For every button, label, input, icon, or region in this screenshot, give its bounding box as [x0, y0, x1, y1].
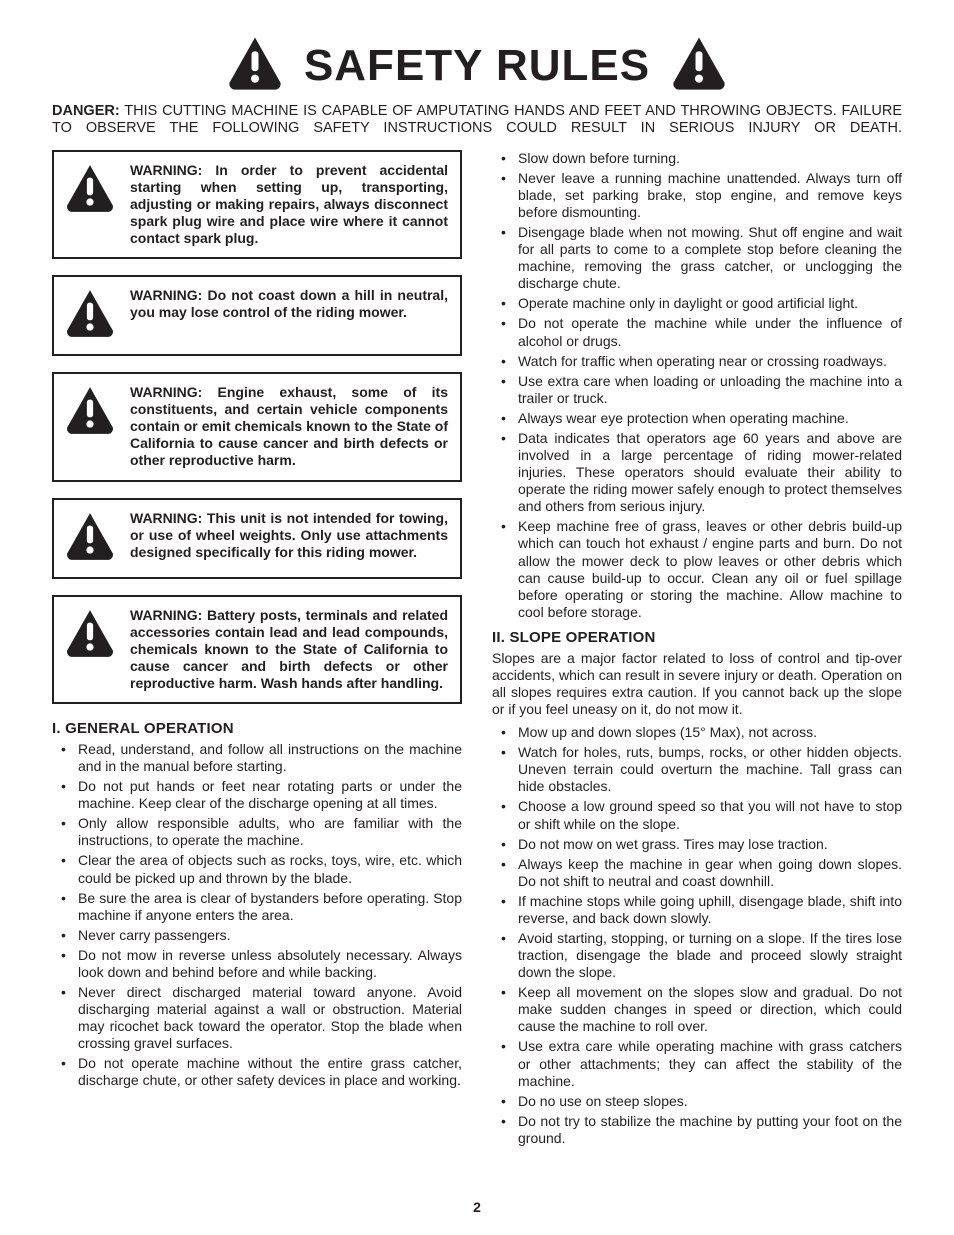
section-heading-slope: II. SLOPE OPERATION	[492, 629, 902, 646]
warning-box: WARNING: Battery posts, terminals and re…	[52, 595, 462, 704]
list-item: Mow up and down slopes (15° Max), not ac…	[492, 724, 902, 741]
list-item: Do not try to stabilize the machine by p…	[492, 1113, 902, 1147]
warning-box: WARNING: In order to prevent accidental …	[52, 150, 462, 259]
danger-text: THIS CUTTING MACHINE IS CAPABLE OF AMPUT…	[52, 103, 902, 136]
section-heading-general: I. GENERAL OPERATION	[52, 720, 462, 737]
list-item: Operate machine only in daylight or good…	[492, 295, 902, 312]
list-item: Disengage blade when not mowing. Shut of…	[492, 224, 902, 292]
page-title: SAFETY RULES	[304, 41, 650, 91]
left-column: WARNING: In order to prevent accidental …	[52, 150, 462, 1150]
list-item: Do not mow on wet grass. Tires may lose …	[492, 836, 902, 853]
list-item: Keep machine free of grass, leaves or ot…	[492, 518, 902, 620]
list-item: Do not mow in reverse unless absolutely …	[52, 947, 462, 981]
list-item: Watch for holes, ruts, bumps, rocks, or …	[492, 744, 902, 795]
page: SAFETY RULES DANGER: THIS CUTTING MACHIN…	[0, 0, 954, 1235]
list-item: Do not put hands or feet near rotating p…	[52, 778, 462, 812]
warning-icon	[64, 384, 116, 441]
list-item: Never carry passengers.	[52, 927, 462, 944]
content-columns: WARNING: In order to prevent accidental …	[52, 150, 902, 1150]
list-item: Never leave a running machine unattended…	[492, 170, 902, 221]
warning-text: WARNING: Engine exhaust, some of its con…	[130, 384, 448, 469]
warning-box: WARNING: Do not coast down a hill in neu…	[52, 275, 462, 356]
list-item: Always wear eye protection when operatin…	[492, 410, 902, 427]
list-item: Watch for traffic when operating near or…	[492, 353, 902, 370]
warning-box: WARNING: This unit is not intended for t…	[52, 498, 462, 579]
list-item: Read, understand, and follow all instruc…	[52, 741, 462, 775]
warning-text: WARNING: Do not coast down a hill in neu…	[130, 287, 448, 321]
warning-icon	[64, 607, 116, 664]
warning-text: WARNING: Battery posts, terminals and re…	[130, 607, 448, 692]
slope-intro: Slopes are a major factor related to los…	[492, 650, 902, 718]
list-item: Do not operate the machine while under t…	[492, 315, 902, 349]
warning-text: WARNING: In order to prevent accidental …	[130, 162, 448, 247]
right-column: Slow down before turning. Never leave a r…	[492, 150, 902, 1150]
warning-icon	[64, 162, 116, 219]
list-item: Avoid starting, stopping, or turning on …	[492, 930, 902, 981]
list-item: Be sure the area is clear of bystanders …	[52, 890, 462, 924]
page-header: SAFETY RULES	[52, 34, 902, 97]
list-item: Use extra care when loading or unloading…	[492, 373, 902, 407]
list-item: Always keep the machine in gear when goi…	[492, 856, 902, 890]
list-item: Use extra care while operating machine w…	[492, 1038, 902, 1089]
page-number: 2	[0, 1199, 954, 1215]
general-operation-list-left: Read, understand, and follow all instruc…	[52, 741, 462, 1089]
danger-label: DANGER:	[52, 103, 120, 119]
danger-statement: DANGER: THIS CUTTING MACHINE IS CAPABLE …	[52, 103, 902, 138]
list-item: Keep all movement on the slopes slow and…	[492, 984, 902, 1035]
warning-icon	[226, 34, 284, 97]
list-item: Choose a low ground speed so that you wi…	[492, 798, 902, 832]
list-item: Clear the area of objects such as rocks,…	[52, 852, 462, 886]
list-item: Do not operate machine without the entir…	[52, 1055, 462, 1089]
list-item: Slow down before turning.	[492, 150, 902, 167]
general-operation-list-right: Slow down before turning. Never leave a r…	[492, 150, 902, 621]
warning-box: WARNING: Engine exhaust, some of its con…	[52, 372, 462, 481]
list-item: Data indicates that operators age 60 yea…	[492, 430, 902, 515]
warning-icon	[64, 287, 116, 344]
list-item: Do no use on steep slopes.	[492, 1093, 902, 1110]
warning-icon	[64, 510, 116, 567]
warning-text: WARNING: This unit is not intended for t…	[130, 510, 448, 561]
list-item: Only allow responsible adults, who are f…	[52, 815, 462, 849]
list-item: If machine stops while going uphill, dis…	[492, 893, 902, 927]
warning-icon	[670, 34, 728, 97]
slope-operation-list: Mow up and down slopes (15° Max), not ac…	[492, 724, 902, 1147]
list-item: Never direct discharged material toward …	[52, 984, 462, 1052]
